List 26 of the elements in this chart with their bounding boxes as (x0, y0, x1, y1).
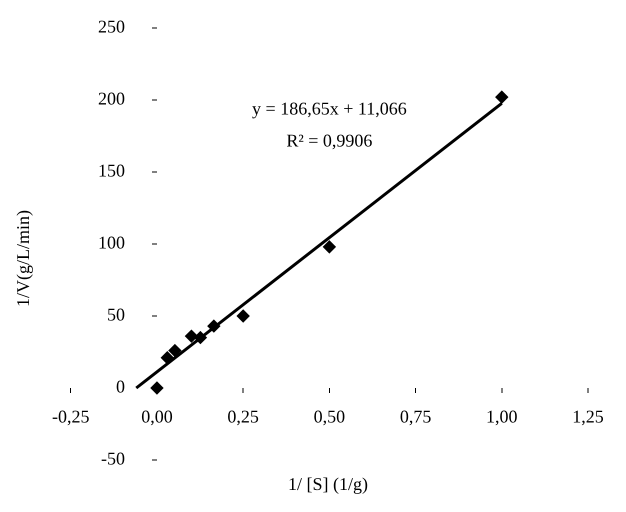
y-tick-label: 0 (116, 376, 125, 397)
point (495, 90, 508, 104)
y-tick-label: 100 (98, 232, 125, 253)
y-tick-label: 150 (98, 160, 125, 181)
x-tick-label: 1,00 (486, 406, 518, 427)
x-axis-title: 1/ [S] (1/g) (287, 474, 369, 495)
x-tick-label: 0,75 (400, 406, 432, 427)
y-tick-label: 50 (106, 304, 125, 325)
x-tick-label: -0,25 (52, 406, 90, 427)
point (236, 310, 250, 322)
point (194, 331, 207, 344)
y-axis-title: 1/V(g/L/min) (12, 210, 34, 306)
x-tick-label: 0,50 (314, 406, 346, 427)
x-tick-label: 1,25 (572, 406, 604, 427)
point (322, 240, 336, 254)
y-tick-label: 200 (98, 88, 125, 109)
annotation: y = 186,65x + 11,066 (252, 98, 407, 118)
point (168, 344, 182, 358)
point (207, 320, 220, 333)
point (150, 382, 164, 394)
y-tick-label: 250 (98, 16, 125, 37)
annotation: R² = 0,9906 (286, 130, 372, 150)
point (160, 351, 174, 364)
x-tick-label: 0,25 (227, 406, 259, 427)
y-tick-label: -50 (100, 448, 125, 469)
x-tick-label: 0,00 (141, 406, 173, 427)
